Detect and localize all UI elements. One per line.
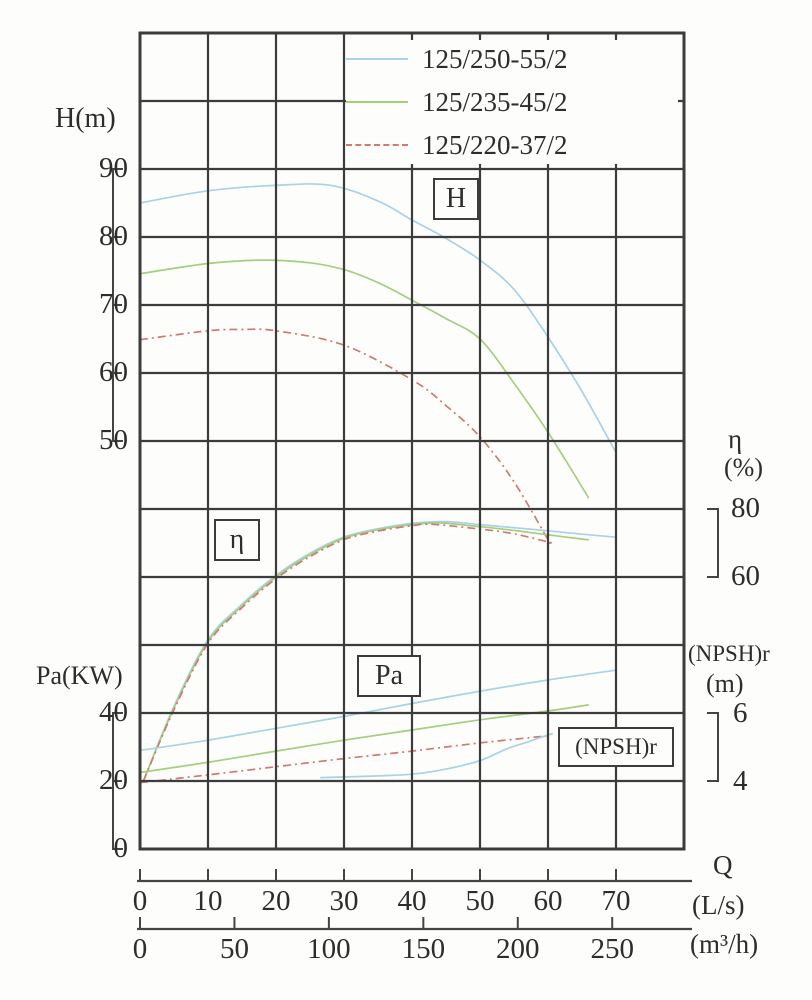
legend-item: 125/220-37/2 bbox=[346, 128, 678, 162]
plot-border bbox=[138, 31, 686, 851]
axis-bracket-right bbox=[707, 712, 719, 782]
curve-NPSH-125/250-55/2 bbox=[320, 732, 554, 779]
legend-line-green bbox=[346, 101, 408, 103]
h-axis-title: H(m) bbox=[55, 103, 116, 134]
h-tick-label: 70 bbox=[99, 288, 128, 320]
q-m3h-tick-label: 100 bbox=[307, 933, 351, 965]
legend-label: 125/250-55/2 bbox=[422, 43, 568, 74]
eta-curve-label: η bbox=[214, 519, 260, 561]
q-ls-tick-label: 0 bbox=[132, 885, 148, 917]
npsh-tick-label: 6 bbox=[733, 697, 748, 729]
npsh-curve-label: (NPSH)r bbox=[558, 727, 674, 767]
q-m3h-tick-label: 50 bbox=[219, 933, 249, 965]
h-tick-label: 60 bbox=[99, 356, 128, 388]
legend-label: 125/235-45/2 bbox=[422, 86, 568, 117]
q-ls-tick-label: 30 bbox=[329, 885, 359, 917]
h-tick-label: 50 bbox=[99, 424, 128, 456]
legend-item: 125/235-45/2 bbox=[346, 85, 678, 119]
pa-axis-title: Pa(KW) bbox=[36, 661, 123, 690]
eta-tick-label: 60 bbox=[731, 560, 760, 592]
pa-tick-label: 0 bbox=[113, 832, 129, 864]
curve-eta-125/235-45/2 bbox=[142, 521, 589, 782]
q-m3h-tick-label: 0 bbox=[132, 933, 148, 965]
pa-curve-label: Pa bbox=[357, 655, 421, 697]
q-ls-tick-label: 50 bbox=[465, 885, 495, 917]
q-m3h-tick-label: 200 bbox=[496, 933, 540, 965]
q-ls-tick-label: 70 bbox=[601, 885, 631, 917]
q-m3h-tick-label: 250 bbox=[590, 933, 634, 965]
pa-tick-label: 40 bbox=[99, 696, 128, 728]
q-m3h-tick-label: 150 bbox=[401, 933, 446, 965]
npsh-axis-unit: (m) bbox=[706, 669, 744, 698]
curve-eta-125/220-37/2 bbox=[142, 523, 553, 782]
q-ls-unit: (L/s) bbox=[692, 890, 745, 920]
q-ls-tick-label: 10 bbox=[193, 885, 223, 917]
eta-tick-label: 80 bbox=[731, 492, 760, 524]
legend-item: 125/250-55/2 bbox=[346, 42, 678, 76]
pa-tick-label: 20 bbox=[99, 764, 128, 796]
curve-eta-125/250-55/2 bbox=[142, 520, 617, 782]
legend-line-red bbox=[346, 144, 408, 146]
axis-bracket-right bbox=[707, 508, 719, 578]
legend: 125/250-55/2 125/235-45/2 125/220-37/2 bbox=[346, 40, 678, 164]
h-tick-label: 80 bbox=[99, 220, 128, 252]
h-curve-label: H bbox=[433, 178, 479, 220]
eta-axis-unit: (%) bbox=[724, 453, 763, 482]
q-ls-tick-label: 60 bbox=[533, 885, 563, 917]
npsh-tick-label: 4 bbox=[733, 765, 748, 797]
q-axis-title: Q bbox=[713, 850, 733, 880]
legend-line-blue bbox=[346, 58, 408, 60]
npsh-axis-title: (NPSH)r bbox=[688, 641, 770, 666]
q-m3h-unit: (m³/h) bbox=[690, 929, 759, 959]
q-ls-tick-label: 40 bbox=[397, 885, 427, 917]
curve-H-125/250-55/2 bbox=[139, 183, 617, 454]
eta-axis-title: η bbox=[728, 424, 743, 454]
curve-Pa-125/250-55/2 bbox=[139, 669, 617, 752]
q-ls-tick-label: 20 bbox=[261, 885, 291, 917]
curve-Pa-125/220-37/2 bbox=[139, 734, 552, 784]
curve-H-125/235-45/2 bbox=[139, 259, 590, 499]
h-tick-label: 90 bbox=[99, 152, 128, 184]
legend-label: 125/220-37/2 bbox=[422, 129, 568, 160]
curve-H-125/220-37/2 bbox=[139, 328, 553, 547]
